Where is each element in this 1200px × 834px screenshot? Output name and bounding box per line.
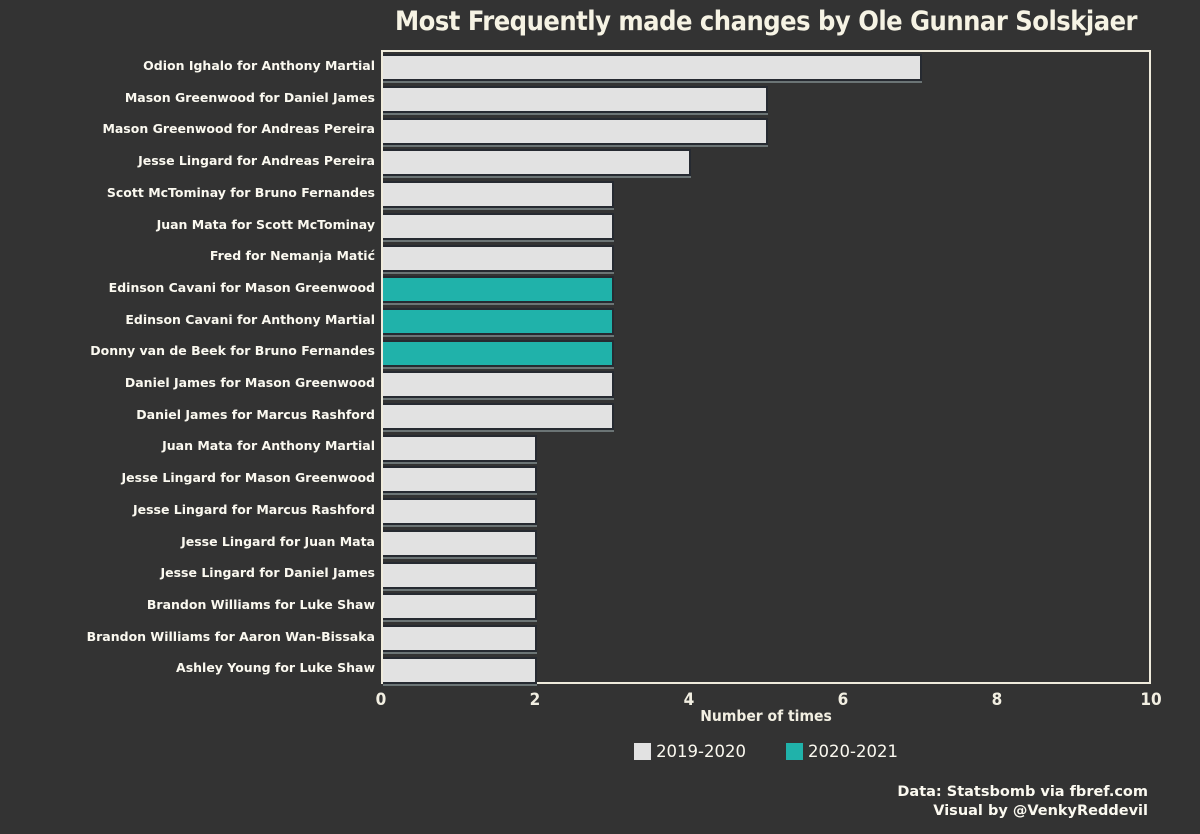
y-axis-label: Ashley Young for Luke Shaw bbox=[176, 660, 375, 676]
y-axis-label: Brandon Williams for Luke Shaw bbox=[146, 596, 375, 612]
y-axis-label: Scott McTominay for Bruno Fernandes bbox=[106, 184, 375, 200]
y-axis-label: Mason Greenwood for Daniel James bbox=[124, 89, 375, 105]
legend-item: 2019-2020 bbox=[634, 742, 746, 761]
bars-container bbox=[383, 52, 1149, 684]
bar bbox=[383, 371, 614, 399]
credits-data-source: Data: Statsbomb via fbref.com bbox=[897, 784, 1148, 800]
bar bbox=[383, 212, 614, 240]
bar bbox=[383, 117, 768, 145]
y-axis-label: Jesse Lingard for Andreas Pereira bbox=[138, 153, 375, 169]
bar bbox=[383, 498, 537, 526]
x-tick-label: 0 bbox=[375, 690, 387, 710]
x-tick-label: 6 bbox=[837, 690, 849, 710]
legend-item: 2020-2021 bbox=[786, 742, 898, 761]
credits-author: Visual by @VenkyReddevil bbox=[933, 803, 1148, 819]
bar bbox=[383, 434, 537, 462]
y-axis-label: Fred for Nemanja Matić bbox=[209, 248, 375, 264]
legend-label: 2020-2021 bbox=[808, 742, 898, 761]
legend-swatch bbox=[786, 743, 803, 760]
x-tick-label: 4 bbox=[683, 690, 695, 710]
y-axis-label: Edinson Cavani for Anthony Martial bbox=[125, 311, 375, 327]
bar bbox=[383, 54, 922, 82]
legend: 2019-2020 2020-2021 bbox=[381, 742, 1151, 761]
bar bbox=[383, 466, 537, 494]
y-axis-label: Jesse Lingard for Juan Mata bbox=[181, 533, 375, 549]
bar bbox=[383, 339, 614, 367]
chart-title: Most Frequently made changes by Ole Gunn… bbox=[394, 6, 1138, 37]
y-axis-label: Jesse Lingard for Mason Greenwood bbox=[121, 470, 375, 486]
y-axis-label: Jesse Lingard for Daniel James bbox=[160, 565, 375, 581]
x-tick-label: 10 bbox=[1140, 690, 1162, 710]
bar bbox=[383, 86, 768, 114]
bar bbox=[383, 181, 614, 209]
x-tick-label: 8 bbox=[991, 690, 1003, 710]
y-axis-label: Mason Greenwood for Andreas Pereira bbox=[102, 121, 375, 137]
bar bbox=[383, 624, 537, 652]
legend-swatch bbox=[634, 743, 652, 760]
x-axis-label: Number of times bbox=[700, 707, 832, 725]
bar bbox=[383, 561, 537, 589]
y-axis-label: Edinson Cavani for Mason Greenwood bbox=[108, 279, 375, 295]
y-axis-label: Odion Ighalo for Anthony Martial bbox=[143, 58, 375, 73]
y-axis-label: Jesse Lingard for Marcus Rashford bbox=[132, 501, 375, 517]
x-tick-label: 2 bbox=[529, 690, 541, 710]
y-axis-label: Daniel James for Marcus Rashford bbox=[136, 406, 375, 422]
y-axis-label: Juan Mata for Anthony Martial bbox=[162, 438, 375, 454]
bar bbox=[383, 656, 537, 684]
bar bbox=[383, 244, 614, 272]
bar bbox=[383, 307, 614, 335]
bar bbox=[383, 149, 691, 177]
credits: Data: Statsbomb via fbref.com Visual by … bbox=[897, 783, 1148, 821]
plot-area bbox=[381, 50, 1151, 684]
bar bbox=[383, 403, 614, 431]
y-axis-label: Brandon Williams for Aaron Wan-Bissaka bbox=[86, 628, 375, 644]
bar bbox=[383, 593, 537, 621]
bar bbox=[383, 529, 537, 557]
y-axis-label: Juan Mata for Scott McTominay bbox=[156, 216, 375, 232]
legend-label: 2019-2020 bbox=[656, 742, 746, 761]
y-axis-label: Daniel James for Mason Greenwood bbox=[124, 375, 375, 390]
y-axis-label: Donny van de Beek for Bruno Fernandes bbox=[90, 343, 375, 359]
bar bbox=[383, 276, 614, 304]
